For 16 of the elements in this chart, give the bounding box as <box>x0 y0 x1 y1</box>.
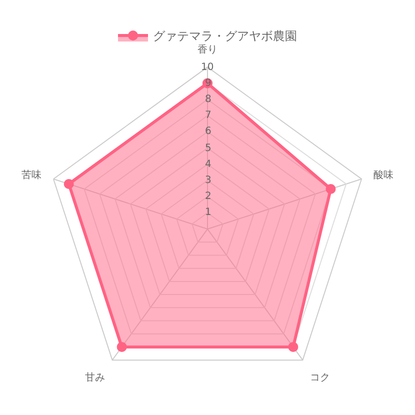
y-tick-label: 1 <box>205 207 212 218</box>
y-tick-label: 7 <box>205 110 212 121</box>
y-tick-label: 3 <box>205 175 212 186</box>
y-tick-label: 5 <box>205 143 212 154</box>
y-tick-label: 9 <box>205 78 212 89</box>
spoke-label: 甘み <box>84 371 105 384</box>
y-tick-label: 6 <box>205 126 212 137</box>
y-tick-label: 10 <box>201 62 214 73</box>
legend-label: グァテマラ・グアヤボ農園 <box>153 29 297 44</box>
y-tick-label: 2 <box>205 191 212 202</box>
spoke-label: 香り <box>198 44 218 56</box>
y-tick-label: 4 <box>205 159 212 170</box>
spoke-label: 苦味 <box>22 168 42 181</box>
y-tick-label: 8 <box>205 94 212 105</box>
spoke-label: コク <box>310 372 330 384</box>
spoke-label: 酸味 <box>373 168 394 181</box>
